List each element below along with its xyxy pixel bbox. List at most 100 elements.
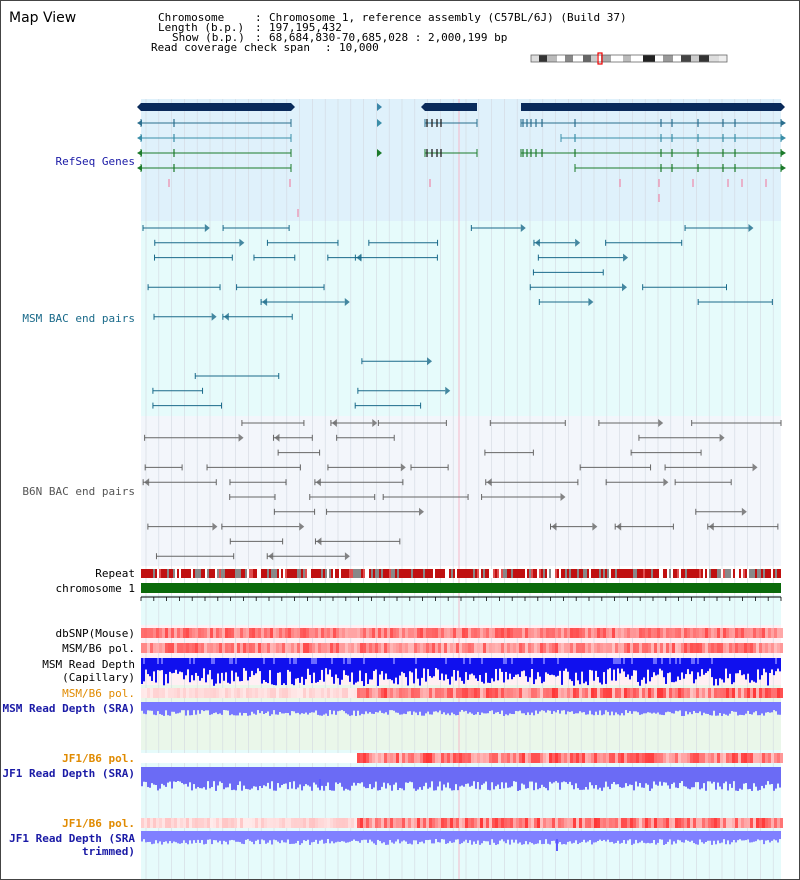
jf1-sra-depth-bar [751,767,753,791]
jf1-sra-depth-bar [337,767,339,784]
jf1-sra-depth-bar [771,767,773,784]
jf1-b6-pol-trim-cell [411,818,414,828]
jf1-sra-depth-bar [487,767,489,790]
msm-sra-depth-bar [173,702,175,712]
jf1-b6-pol-cell [729,753,732,763]
dbsnp-cell [576,628,579,638]
repeat-element [695,569,697,578]
msm-sra-depth-bar [251,702,253,712]
msm-b6-pol-sra-cell [468,688,471,698]
msm-b6-pol-sra-cell [351,688,354,698]
msm-sra-depth-bar [355,702,357,716]
jf1-b6-pol-trim-cell [699,818,702,828]
bac-end-arrow [445,386,451,395]
jf1-b6-pol-cell [681,753,684,763]
msm-b6-pol-sra-cell [684,688,687,698]
jf1-b6-pol-cell [765,753,768,763]
jf1-trim-depth-bar [219,831,221,841]
msm-b6-pol-sra-cell [630,688,633,698]
jf1-b6-pol-trim-cell [180,818,183,828]
msm-b6-pol-sra-cell [546,688,549,698]
jf1-b6-pol-trim-cell [216,818,219,828]
msm-capillary-depth-bar [561,658,563,685]
jf1-sra-depth-bar [505,767,507,783]
repeat-element [715,569,717,578]
msm-b6-pol-cell [213,643,216,653]
dbsnp-cell [750,628,753,638]
jf1-b6-pol-cell [519,753,522,763]
msm-capillary-depth-bar [211,658,213,680]
msm-capillary-depth-bar [543,658,545,682]
jf1-b6-pol-trim-cell [510,818,513,828]
msm-capillary-depth-bar [213,658,215,686]
msm-b6-pol-sra-cell [300,688,303,698]
msm-b6-pol-sra-cell [702,688,705,698]
msm-capillary-depth-bar [749,658,751,683]
repeat-element [517,569,519,578]
repeat-element [573,569,575,578]
jf1-b6-pol-cell [198,753,201,763]
jf1-sra-depth-bar [269,767,271,789]
jf1-trim-depth-bar [697,831,699,845]
dbsnp-cell [561,628,564,638]
msm-bac-end-pairs-label[interactable]: MSM BAC end pairs [22,312,135,325]
jf1-sra-depth-bar [303,767,305,787]
repeat-element [497,569,499,578]
msm-b6-pol-cell [468,643,471,653]
msm-b6-pol-cell [261,643,264,653]
jf1-sra-depth-bar [543,767,545,787]
jf1-b6-pol-trim-cell [573,818,576,828]
b6n-bac-end-pairs-label[interactable]: B6N BAC end pairs [22,485,135,498]
repeat-element [445,569,447,578]
msm-capillary-depth-bar [327,658,329,675]
jf1-trim-depth-bar [241,831,243,844]
jf1-b6-pol-cell [171,753,174,763]
dbsnp-cell [441,628,444,638]
jf1-trim-depth-bar [533,831,535,845]
msm-sra-depth-bar [641,702,643,715]
msm-capillary-depth-bar [569,658,571,680]
msm-capillary-depth-bar [575,658,577,673]
dbsnp-cell [570,628,573,638]
msm-sra-depth-bar [561,702,563,711]
jf1-b6-pol-cell [384,753,387,763]
msm-capillary-depth-bar [473,658,475,676]
msm-b6-pol-sra-cell [456,688,459,698]
msm-b6-pol-cell [558,643,561,653]
repeat-element [455,569,457,578]
msm-capillary-depth-bar [543,658,545,664]
msm-b6-pol-sra-cell [705,688,708,698]
jf1-b6-pol-trim-cell [243,818,246,828]
repeat-element [565,569,567,578]
dbsnp-cell [711,628,714,638]
repeat-element [279,569,281,578]
jf1-trim-depth-bar [225,831,227,842]
repeat-element [651,569,653,578]
msm-b6-pol-cell [402,643,405,653]
msm-b6-pol-sra-cell [165,688,168,698]
msm-b6-pol-sra-cell [732,688,735,698]
refseq-genes-label[interactable]: RefSeq Genes [55,155,135,168]
msm-capillary-depth-bar [161,658,163,664]
jf1-trim-depth-bar [419,831,421,843]
repeat-element [267,569,269,578]
repeat-element [405,569,407,578]
jf1-b6-pol-trim-cell [603,818,606,828]
jf1-b6-pol-trim-cell [318,818,321,828]
msm-capillary-depth-bar [151,658,153,682]
dbsnp-cell [366,628,369,638]
jf1-b6-pol-cell [522,753,525,763]
msm-b6-pol-sra-cell [330,688,333,698]
jf1-trim-depth-bar [165,831,167,842]
msm-b6-pol-sra-cell [162,688,165,698]
msm-sra-depth-bar [549,702,551,711]
jf1-b6-pol-trim-cell [408,818,411,828]
msm-sra-depth-bar [669,702,671,712]
msm-capillary-depth-bar [189,658,191,664]
jf1-trim-depth-bar [597,831,599,842]
repeat-element [593,569,595,578]
msm-sra-depth-bar [689,702,691,713]
jf1-b6-pol-label: JF1/B6 pol. [62,752,135,765]
jf1-sra-depth-bar [611,767,613,784]
